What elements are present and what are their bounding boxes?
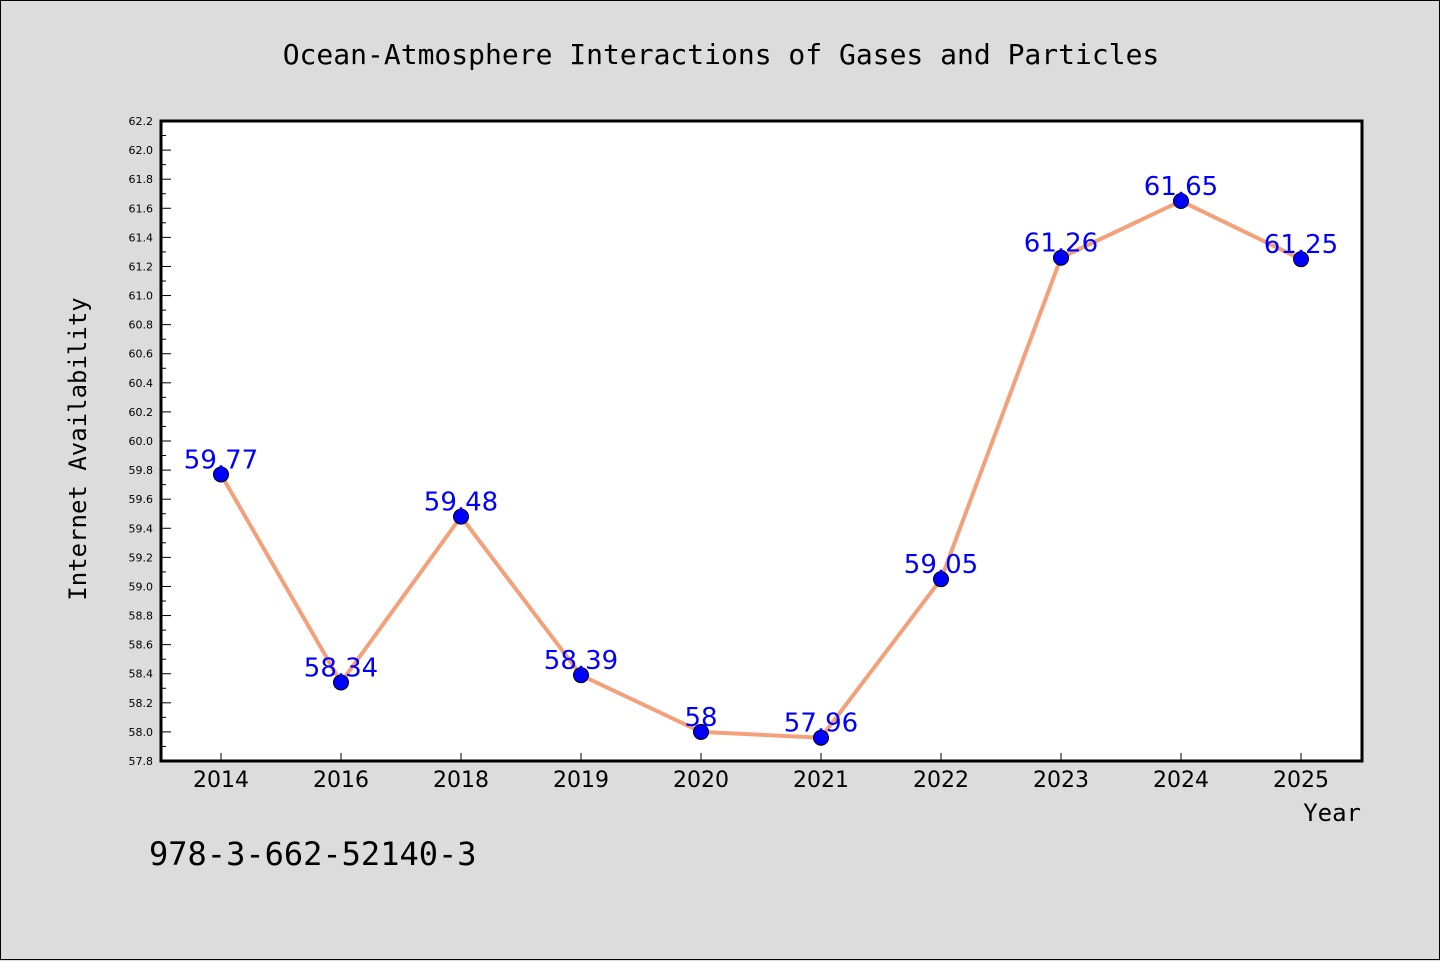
y-tick-label: 60.4	[129, 377, 154, 390]
data-label: 57.96	[784, 709, 858, 739]
data-label: 61.26	[1024, 229, 1098, 259]
y-tick-label: 58.6	[129, 639, 154, 652]
data-label: 59.48	[424, 488, 498, 518]
y-tick-label: 59.4	[129, 522, 154, 535]
x-axis-label: Year	[1303, 799, 1361, 827]
data-point	[1053, 249, 1069, 266]
y-tick-label: 59.8	[129, 464, 154, 477]
x-axis: 2014 2016 2018 2019 2020 2021 2022 2023 2024 2025	[193, 753, 1329, 793]
x-tick-label: 2014	[193, 768, 249, 793]
data-label: 59.77	[184, 445, 258, 475]
y-tick-label: 59.6	[129, 493, 154, 506]
data-point	[813, 729, 829, 746]
y-axis-label: Internet Availability	[64, 297, 92, 600]
y-tick-label: 61.8	[129, 173, 154, 186]
y-tick-label: 58.2	[129, 697, 154, 710]
y-tick-label: 62.0	[129, 144, 154, 157]
data-point	[1173, 193, 1189, 209]
chart-title: Ocean-Atmosphere Interactions of Gases a…	[283, 38, 1160, 71]
isbn-text: 978-3-662-52140-3	[149, 835, 477, 873]
x-tick-label: 2021	[793, 768, 849, 793]
x-tick-label: 2020	[673, 768, 729, 793]
y-tick-label: 61.6	[129, 202, 154, 215]
series-group: 59.77 58.34 59.48 58.39 58 57.96 59.05 61.26 61.…	[184, 172, 1338, 746]
x-tick-label: 2018	[433, 768, 489, 793]
series-line	[219, 199, 1302, 740]
data-label: 58	[684, 703, 717, 733]
y-tick-label: 58.0	[129, 726, 154, 739]
x-tick-label: 2023	[1033, 768, 1089, 793]
data-label: 59.05	[904, 550, 978, 580]
y-tick-label: 61.0	[129, 290, 154, 303]
y-tick-label: 59.0	[129, 580, 154, 593]
y-tick-label: 59.2	[129, 551, 154, 564]
data-point	[933, 571, 949, 588]
data-point	[1293, 251, 1309, 268]
data-point	[693, 723, 709, 740]
y-tick-label: 58.4	[129, 668, 154, 681]
y-axis: 57.8 58.0 58.2 58.4 58.6 58.8 59.0 59.2 59.4 59.6…	[129, 115, 171, 768]
data-point	[573, 667, 589, 684]
y-tick-label: 60.2	[129, 406, 154, 419]
x-tick-label: 2019	[553, 768, 609, 793]
x-tick-label: 2016	[313, 768, 369, 793]
y-tick-label: 60.8	[129, 319, 154, 332]
x-tick-label: 2024	[1153, 768, 1209, 793]
data-label: 61.65	[1144, 172, 1218, 202]
y-tick-label: 61.4	[129, 231, 154, 244]
data-label: 58.39	[544, 646, 618, 676]
data-point	[213, 466, 229, 483]
data-point	[453, 508, 469, 525]
y-tick-label: 57.8	[129, 755, 154, 768]
y-tick-label: 61.2	[129, 260, 154, 273]
y-tick-label: 60.6	[129, 348, 154, 361]
x-tick-label: 2025	[1273, 768, 1329, 793]
y-tick-label: 58.8	[129, 610, 154, 623]
y-tick-label: 60.0	[129, 435, 154, 448]
data-label: 58.34	[304, 653, 378, 683]
data-label: 61.25	[1264, 230, 1338, 260]
y-tick-label: 62.2	[129, 115, 154, 128]
x-tick-label: 2022	[913, 768, 969, 793]
data-point	[333, 674, 349, 691]
